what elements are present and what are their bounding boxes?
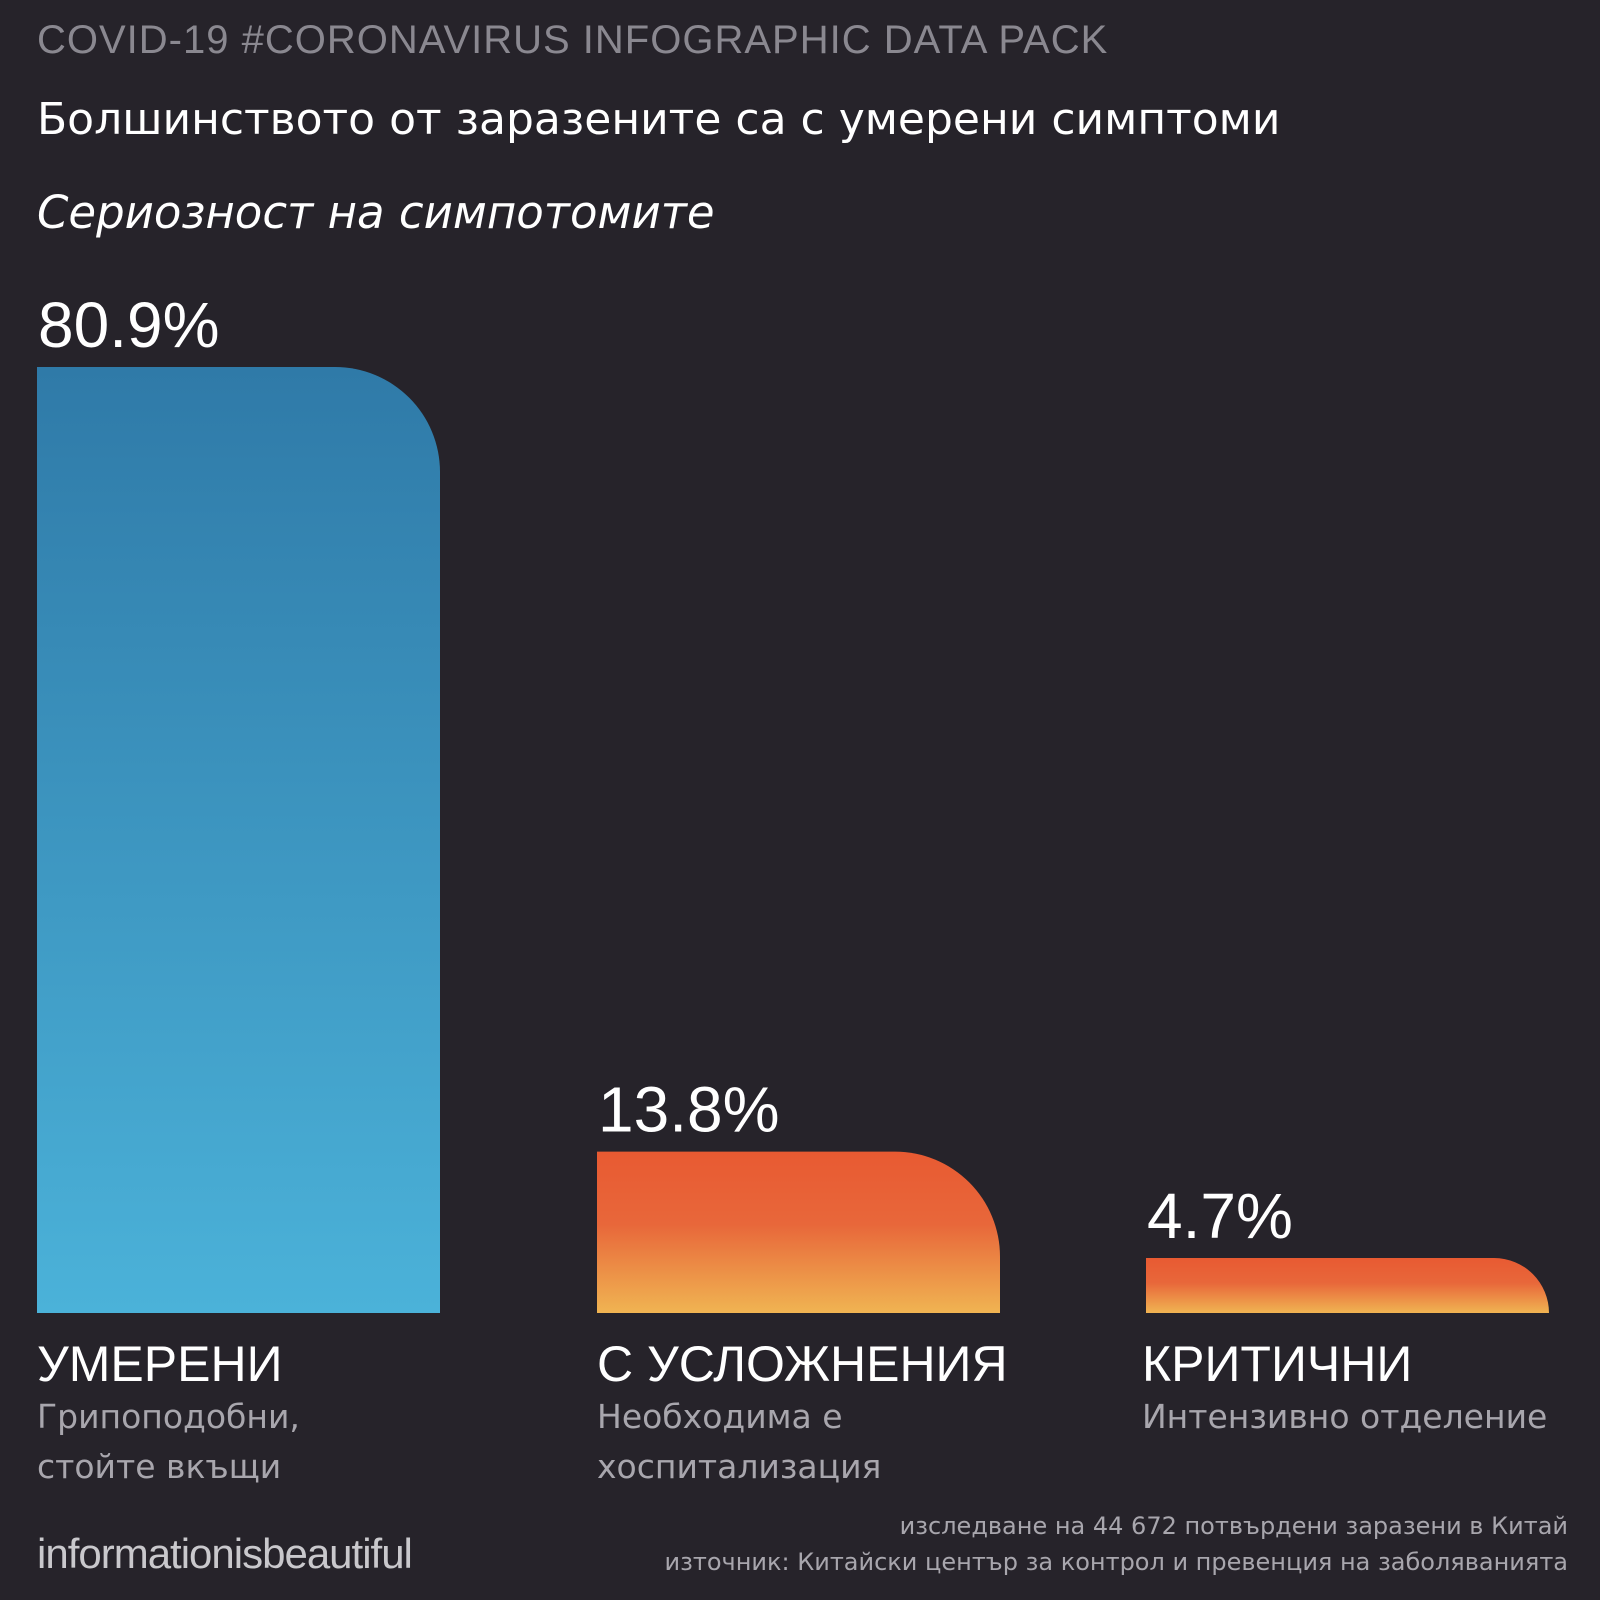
- category-label: С УСЛОЖНЕНИЯ: [597, 1336, 1008, 1392]
- category-label: УМЕРЕНИ: [37, 1336, 283, 1392]
- headline: Болшинството от заразените са с умерени …: [37, 94, 1281, 145]
- category-block-critical: КРИТИЧНИ Интензивно отделение: [1142, 1336, 1600, 1442]
- publisher-logo: informationisbeautiful: [37, 1530, 413, 1577]
- infographic-series-label: COVID-19 #CORONAVIRUS INFOGRAPHIC DATA P…: [37, 18, 1109, 62]
- category-block-mild: УМЕРЕНИ Грипоподобни, стойте вкъщи: [37, 1336, 507, 1492]
- bar-severe: [597, 1151, 1000, 1313]
- chart-subtitle: Сериозност на симпотомите: [37, 186, 715, 239]
- value-label-mild: 80.9%: [38, 289, 219, 361]
- bar-critical: [1146, 1258, 1549, 1313]
- category-block-severe: С УСЛОЖНЕНИЯ Необходима е хоспитализация: [597, 1336, 1067, 1492]
- category-description: Необходима е хоспитализация: [597, 1397, 882, 1486]
- bar-mild: [37, 367, 440, 1313]
- source-note: източник: Китайски център за контрол и п…: [664, 1548, 1568, 1576]
- category-description: Интензивно отделение: [1142, 1397, 1548, 1436]
- category-label: КРИТИЧНИ: [1142, 1336, 1413, 1392]
- value-label-critical: 4.7%: [1147, 1180, 1293, 1252]
- study-note: изследване на 44 672 потвърдени заразени…: [899, 1512, 1568, 1540]
- value-label-severe: 13.8%: [598, 1074, 779, 1146]
- category-description: Грипоподобни, стойте вкъщи: [37, 1397, 300, 1486]
